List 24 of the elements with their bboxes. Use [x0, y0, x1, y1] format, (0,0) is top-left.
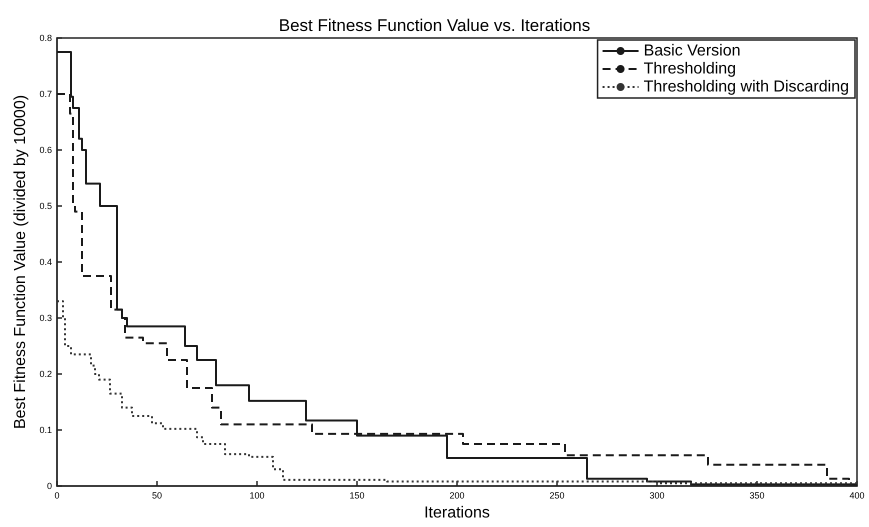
y-axis-title: Best Fitness Function Value (divided by 10000) [12, 94, 30, 430]
x-tick-label: 50 [152, 490, 162, 500]
y-tick-label: 0.5 [39, 201, 52, 211]
x-axis-title: Iterations [424, 504, 490, 522]
y-tick-label: 0.2 [39, 369, 52, 379]
x-tick-label: 100 [249, 490, 265, 500]
y-tick-label: 0.8 [39, 33, 52, 43]
y-tick-label: 0.3 [39, 313, 52, 323]
x-tick-label: 0 [54, 490, 60, 500]
x-tick-label: 400 [849, 490, 865, 500]
y-tick-label: 0.1 [39, 425, 52, 435]
legend-label: Thresholding with Discarding [644, 78, 850, 96]
chart-title: Best Fitness Function Value vs. Iterations [278, 16, 590, 35]
x-tick-label: 300 [649, 490, 665, 500]
x-tick-label: 250 [549, 490, 565, 500]
y-tick-label: 0.7 [39, 89, 52, 99]
y-tick-label: 0 [46, 481, 52, 491]
x-tick-label: 200 [449, 490, 465, 500]
x-tick-label: 150 [349, 490, 365, 500]
y-tick-label: 0.6 [39, 145, 52, 155]
y-tick-label: 0.4 [39, 257, 52, 267]
legend-label: Basic Version [644, 42, 741, 60]
x-tick-label: 350 [749, 490, 765, 500]
legend-label: Thresholding [644, 60, 736, 78]
